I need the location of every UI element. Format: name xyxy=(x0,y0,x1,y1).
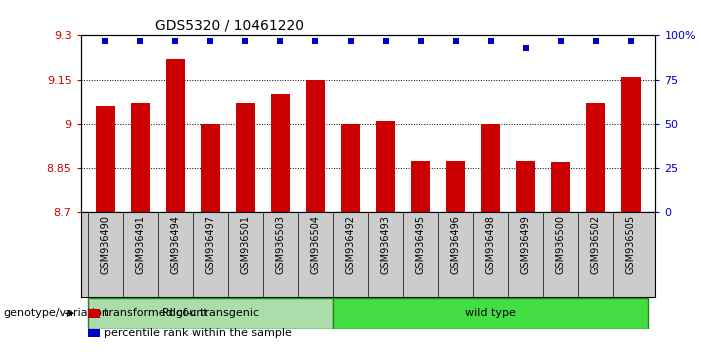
Text: GSM936491: GSM936491 xyxy=(135,215,145,274)
Bar xyxy=(586,103,606,212)
Bar xyxy=(621,77,641,212)
Point xyxy=(520,45,531,51)
Point xyxy=(170,38,181,44)
Text: GSM936505: GSM936505 xyxy=(626,215,636,274)
Point xyxy=(590,38,601,44)
Bar xyxy=(95,106,115,212)
Bar xyxy=(236,103,255,212)
Text: genotype/variation: genotype/variation xyxy=(4,308,109,318)
Point xyxy=(555,38,566,44)
Bar xyxy=(411,161,430,212)
Point xyxy=(275,38,286,44)
Bar xyxy=(165,59,185,212)
Bar xyxy=(446,161,465,212)
Bar xyxy=(200,124,220,212)
Text: transformed count: transformed count xyxy=(104,308,208,318)
Text: GSM936498: GSM936498 xyxy=(486,215,496,274)
Text: GSM936501: GSM936501 xyxy=(240,215,250,274)
Text: GSM936494: GSM936494 xyxy=(170,215,180,274)
Bar xyxy=(341,124,360,212)
Text: GSM936500: GSM936500 xyxy=(556,215,566,274)
Point xyxy=(100,38,111,44)
Text: Pdgf-c transgenic: Pdgf-c transgenic xyxy=(162,308,259,318)
FancyBboxPatch shape xyxy=(88,298,333,329)
Point xyxy=(240,38,251,44)
Text: wild type: wild type xyxy=(465,308,516,318)
Point xyxy=(450,38,461,44)
Text: GSM936492: GSM936492 xyxy=(346,215,355,274)
Bar xyxy=(88,309,100,318)
Bar xyxy=(306,80,325,212)
Text: percentile rank within the sample: percentile rank within the sample xyxy=(104,328,292,338)
Text: GSM936502: GSM936502 xyxy=(591,215,601,274)
Bar xyxy=(376,121,395,212)
Bar xyxy=(130,103,150,212)
Text: GSM936493: GSM936493 xyxy=(381,215,390,274)
Bar xyxy=(481,124,501,212)
Point xyxy=(485,38,496,44)
Text: GSM936490: GSM936490 xyxy=(100,215,110,274)
FancyBboxPatch shape xyxy=(333,298,648,329)
Bar xyxy=(88,329,100,337)
Text: GSM936496: GSM936496 xyxy=(451,215,461,274)
Point xyxy=(380,38,391,44)
Point xyxy=(310,38,321,44)
Text: GSM936497: GSM936497 xyxy=(205,215,215,274)
Point xyxy=(625,38,637,44)
Bar xyxy=(271,95,290,212)
Text: GSM936504: GSM936504 xyxy=(311,215,320,274)
Text: GSM936503: GSM936503 xyxy=(275,215,285,274)
Text: GSM936495: GSM936495 xyxy=(416,215,426,274)
Text: GSM936499: GSM936499 xyxy=(521,215,531,274)
Point xyxy=(205,38,216,44)
Text: GDS5320 / 10461220: GDS5320 / 10461220 xyxy=(156,19,304,33)
Bar xyxy=(551,162,571,212)
Point xyxy=(415,38,426,44)
Point xyxy=(345,38,356,44)
Point xyxy=(135,38,146,44)
Bar xyxy=(516,161,536,212)
